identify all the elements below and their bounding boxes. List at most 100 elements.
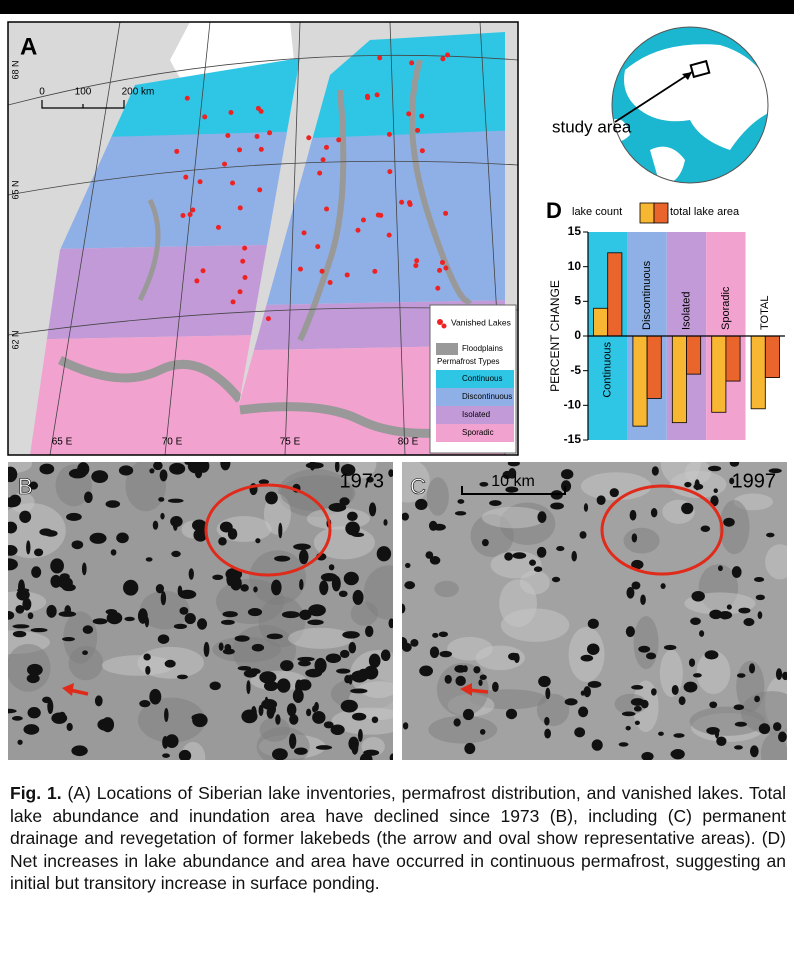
lake [39,528,52,535]
lake [15,605,24,614]
lake [287,703,297,716]
lake [189,568,194,580]
lake [529,560,536,566]
lake [145,666,150,675]
lake [312,711,325,724]
lake [3,545,18,556]
vanished-lake [324,145,329,150]
lake [454,718,461,726]
vanished-lake [230,181,235,186]
vanished-lake [180,213,185,218]
lake [272,748,288,760]
vanished-lake [298,267,303,272]
lake [749,663,755,673]
lake [377,546,391,561]
vanished-lake [387,233,392,238]
vanished-lake [375,92,380,97]
lake [235,635,250,641]
lake [319,580,328,595]
lake [156,584,164,593]
lake [552,577,560,582]
vanished-lake [336,137,341,142]
lake [179,750,191,762]
terrain-patch [288,628,353,649]
lake [90,533,107,544]
lake [265,492,278,505]
lake [0,558,17,570]
lake [66,513,82,521]
lake [83,625,93,634]
vanished-lake [174,149,179,154]
legend-label: Discontinuous [462,392,512,401]
lake [754,577,764,582]
vanished-lake [242,246,247,251]
lake [251,706,257,722]
vanished-lake [372,269,377,274]
lake [248,608,262,616]
lake [191,714,205,721]
vanished-lake [355,228,360,233]
lake [174,624,187,629]
lake [316,745,332,750]
lake [706,727,719,734]
lake [610,488,619,497]
lake [425,551,433,559]
globe-label: study area [552,117,632,136]
vanished-lake [201,268,206,273]
lake [274,556,290,562]
lake [473,666,480,673]
legend-label: Isolated [462,410,490,419]
lake [353,590,364,605]
lake [306,709,311,717]
lake [62,637,75,641]
terrain-patch [765,544,794,579]
lake [737,673,746,678]
lake [504,552,513,560]
legend-label: Permafrost Types [437,357,500,366]
lake [71,745,87,756]
lake [363,750,379,756]
vanished-lake [409,60,414,65]
lake [651,508,657,517]
lake [39,464,54,475]
vanished-lake [437,268,442,273]
lake [212,575,223,580]
lake [673,733,684,738]
panel-letter: D [546,198,562,223]
vanished-lake [414,258,419,263]
lake [1,709,17,714]
lake [168,499,184,503]
lake [50,558,64,573]
terrain-patch [482,507,546,528]
lake [684,482,691,487]
lake [4,467,18,483]
caption-label: Fig. 1. [10,783,62,803]
lake [222,611,237,617]
lake [160,469,168,481]
lake [727,604,732,609]
vanished-lake [387,169,392,174]
lake [314,702,319,711]
lake [101,717,114,732]
legend-label: Sporadic [462,428,494,437]
bar [687,336,701,374]
lake [179,607,188,615]
lake [716,737,726,746]
latitude-label: 65 N [10,180,20,199]
vanished-lake [225,133,230,138]
terrain-patch [427,477,449,516]
lake [28,707,41,718]
lake [64,605,71,615]
caption-text: (A) Locations of Siberian lake inventori… [10,783,786,893]
lake [734,745,743,749]
bar [594,308,608,336]
vanished-lake [188,212,193,217]
lake [588,619,599,629]
lake [641,752,653,761]
legend-label: total lake area [670,206,740,218]
figure: A 68 N 65 N 62 N 65 E 70 E 75 E 80 E 0 1… [0,0,794,770]
lake [268,703,276,715]
lake [340,650,349,658]
lake [305,669,322,678]
lake [177,675,188,680]
